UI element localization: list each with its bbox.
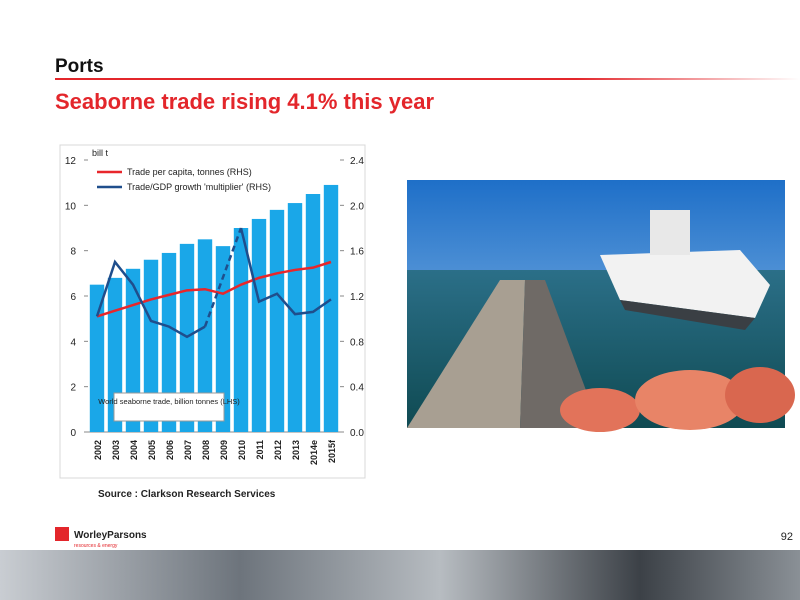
photo <box>407 180 795 432</box>
x-tick-label: 2002 <box>93 440 103 460</box>
x-tick-label: 2008 <box>201 440 211 460</box>
y-tick-label: 4 <box>70 337 76 348</box>
x-tick-label: 2012 <box>273 440 283 460</box>
x-tick-label: 2004 <box>129 440 139 460</box>
y2-tick-label: 2.4 <box>350 156 364 167</box>
photo-ship <box>600 250 770 318</box>
y2-tick-label: 2.0 <box>350 201 364 212</box>
x-tick-label: 2014e <box>309 440 319 465</box>
x-tick-label: 2005 <box>147 440 157 460</box>
x-tick-label: 2013 <box>291 440 301 460</box>
title-rule <box>55 78 800 80</box>
logo-name: WorleyParsons <box>74 530 147 541</box>
y2-tick-label: 1.2 <box>350 292 364 303</box>
y-tick-label: 12 <box>65 156 77 167</box>
footer-band <box>0 550 800 600</box>
bar <box>125 268 141 432</box>
bar <box>161 252 177 432</box>
y2-tick-label: 1.6 <box>350 247 364 258</box>
y-unit: bill t <box>92 148 109 158</box>
line-series <box>96 260 332 318</box>
y-tick-label: 6 <box>70 292 76 303</box>
y-tick-label: 0 <box>70 428 76 439</box>
bar-series-label: World seaborne trade, billion tonnes (LH… <box>98 397 240 406</box>
bar <box>323 184 339 432</box>
x-tick-label: 2011 <box>255 440 265 460</box>
bar-label-box <box>113 392 225 422</box>
photo-pier <box>407 280 525 428</box>
x-tick-label: 2006 <box>165 440 175 460</box>
logo-mark <box>55 527 69 541</box>
page-number: 92 <box>781 531 793 543</box>
y2-tick-label: 0.8 <box>350 337 364 348</box>
bar <box>143 259 159 432</box>
x-tick-label: 2010 <box>237 440 247 460</box>
y2-tick-label: 0.0 <box>350 428 364 439</box>
chart-source: Source : Clarkson Research Services <box>98 489 276 500</box>
photo-hull <box>620 300 755 330</box>
photo-pipe-end <box>635 370 745 430</box>
bar <box>269 209 285 432</box>
y-tick-label: 10 <box>65 201 77 212</box>
bar <box>287 203 303 432</box>
line-series <box>95 227 332 339</box>
bar <box>233 228 249 432</box>
x-tick-label: 2007 <box>183 440 193 460</box>
bar <box>197 239 213 432</box>
y-tick-label: 2 <box>70 383 76 394</box>
bar <box>89 284 105 432</box>
photo-bridge <box>650 210 690 255</box>
x-tick-label: 2003 <box>111 440 121 460</box>
y2-tick-label: 0.4 <box>350 383 364 394</box>
logo-tagline: resources & energy <box>74 543 118 549</box>
section-title: Ports <box>55 56 104 77</box>
x-tick-label: 2015f <box>327 439 337 463</box>
photo-pipe-end <box>560 388 640 432</box>
photo-pipe-end <box>725 367 795 423</box>
bar <box>251 218 267 432</box>
legend-label: Trade per capita, tonnes (RHS) <box>127 167 252 177</box>
x-tick-label: 2009 <box>219 440 229 460</box>
line-gap-link <box>203 227 243 328</box>
y-tick-label: 8 <box>70 247 76 258</box>
slide-title: Seaborne trade rising 4.1% this year <box>55 89 434 114</box>
legend-label: Trade/GDP growth 'multiplier' (RHS) <box>127 182 271 192</box>
